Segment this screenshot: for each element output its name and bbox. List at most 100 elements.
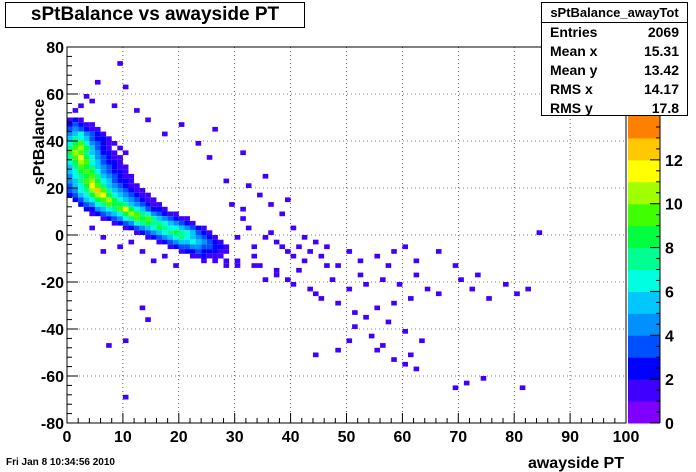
bin-cell xyxy=(240,150,246,156)
bin-cell xyxy=(134,188,140,193)
bin-cell xyxy=(223,244,230,250)
bin-cell xyxy=(195,235,202,240)
plot-title: sPtBalance vs awayside PT xyxy=(5,2,305,28)
bin-cell xyxy=(72,136,79,141)
bin-cell xyxy=(89,188,95,193)
bin-cell xyxy=(111,197,118,203)
stats-value: 15.31 xyxy=(643,43,679,59)
bin-cell xyxy=(83,126,90,132)
bin-cell xyxy=(134,211,140,217)
bin-cell xyxy=(83,178,90,184)
bin-cell xyxy=(162,225,168,231)
x-axis: 0 10 20 30 40 50 60 70 80 90 100 xyxy=(63,413,639,446)
bin-cell xyxy=(106,202,112,207)
bin-cell xyxy=(368,333,375,339)
bin-cell xyxy=(201,258,207,264)
bin-cell xyxy=(156,216,163,221)
bin-cell xyxy=(402,244,408,250)
bin-cell xyxy=(217,244,224,250)
bin-cell xyxy=(83,164,90,170)
bin-cell xyxy=(178,244,185,250)
bin-cell xyxy=(167,211,174,217)
stats-row-mean-y: Mean y 13.42 xyxy=(542,61,687,80)
bin-cell xyxy=(94,178,101,184)
color-scale-band xyxy=(628,335,660,358)
bin-cell xyxy=(72,131,79,137)
y-tick-label: 60 xyxy=(46,87,64,104)
color-scale-label: 2 xyxy=(665,372,674,389)
bin-cell xyxy=(100,131,107,137)
bin-cell xyxy=(100,145,107,151)
bin-cell xyxy=(201,225,207,231)
bin-cell xyxy=(122,173,129,179)
bin-cell xyxy=(150,197,157,203)
bin-cell xyxy=(223,249,230,254)
bin-cell xyxy=(201,253,207,259)
bin-cell xyxy=(240,206,246,212)
bin-cell xyxy=(83,169,90,174)
x-tick-label: 10 xyxy=(114,429,132,446)
bin-cell xyxy=(111,178,118,184)
bin-cell xyxy=(106,216,112,221)
bin-cell xyxy=(145,220,151,226)
bin-cell xyxy=(117,155,123,160)
bin-cell xyxy=(122,216,129,221)
bin-cell xyxy=(201,244,207,250)
bin-cell xyxy=(134,230,140,235)
bin-cell xyxy=(419,338,425,344)
bin-cell xyxy=(67,150,73,156)
bin-cell xyxy=(100,178,107,184)
bin-cell xyxy=(67,192,73,198)
bin-cell xyxy=(201,249,207,254)
bin-cell xyxy=(106,183,112,188)
bin-cell xyxy=(117,183,123,188)
bin-cell xyxy=(89,141,95,146)
bin-cell xyxy=(106,141,112,146)
bin-cell xyxy=(139,192,146,198)
bin-cell xyxy=(111,188,118,193)
bin-cell xyxy=(106,197,112,203)
bin-cell xyxy=(111,211,118,217)
bin-cell xyxy=(189,249,196,254)
bin-cell xyxy=(106,188,112,193)
bin-cell xyxy=(178,225,185,231)
bin-cell xyxy=(480,376,487,381)
bin-cell xyxy=(296,267,302,273)
stats-label: Mean y xyxy=(550,62,598,78)
bin-cell xyxy=(458,277,464,282)
bin-cell xyxy=(452,385,459,391)
bin-cell xyxy=(128,220,135,226)
bin-cell xyxy=(150,230,157,235)
bin-cell xyxy=(178,235,185,240)
bin-cell xyxy=(217,249,224,254)
bin-cell xyxy=(117,202,123,207)
bin-cell xyxy=(117,197,123,203)
bin-cell xyxy=(195,141,202,146)
bin-cell xyxy=(67,145,73,151)
color-scale-label: 0 xyxy=(665,416,674,433)
bin-cell xyxy=(301,258,308,264)
bin-cell xyxy=(94,131,101,137)
bin-cell xyxy=(94,202,101,207)
bin-cell xyxy=(139,305,146,311)
bin-cell xyxy=(173,220,179,226)
bin-cell xyxy=(128,239,135,245)
bin-cell xyxy=(100,159,107,165)
bin-cell xyxy=(94,173,101,179)
bin-cell xyxy=(391,357,397,362)
bin-cell xyxy=(212,258,218,264)
bin-cell xyxy=(111,141,118,146)
bin-cell xyxy=(407,296,414,301)
bin-cell xyxy=(94,197,101,203)
bin-cell xyxy=(67,131,73,137)
bin-cell xyxy=(83,183,90,188)
bin-cell xyxy=(189,253,196,259)
bin-cell xyxy=(83,136,90,141)
bin-cell xyxy=(89,136,95,141)
bin-cell xyxy=(106,155,112,160)
bin-cell xyxy=(106,145,112,151)
stats-value: 13.42 xyxy=(643,62,679,78)
bin-cell xyxy=(117,192,123,198)
bin-cell xyxy=(145,202,151,207)
bin-cell xyxy=(78,178,84,184)
